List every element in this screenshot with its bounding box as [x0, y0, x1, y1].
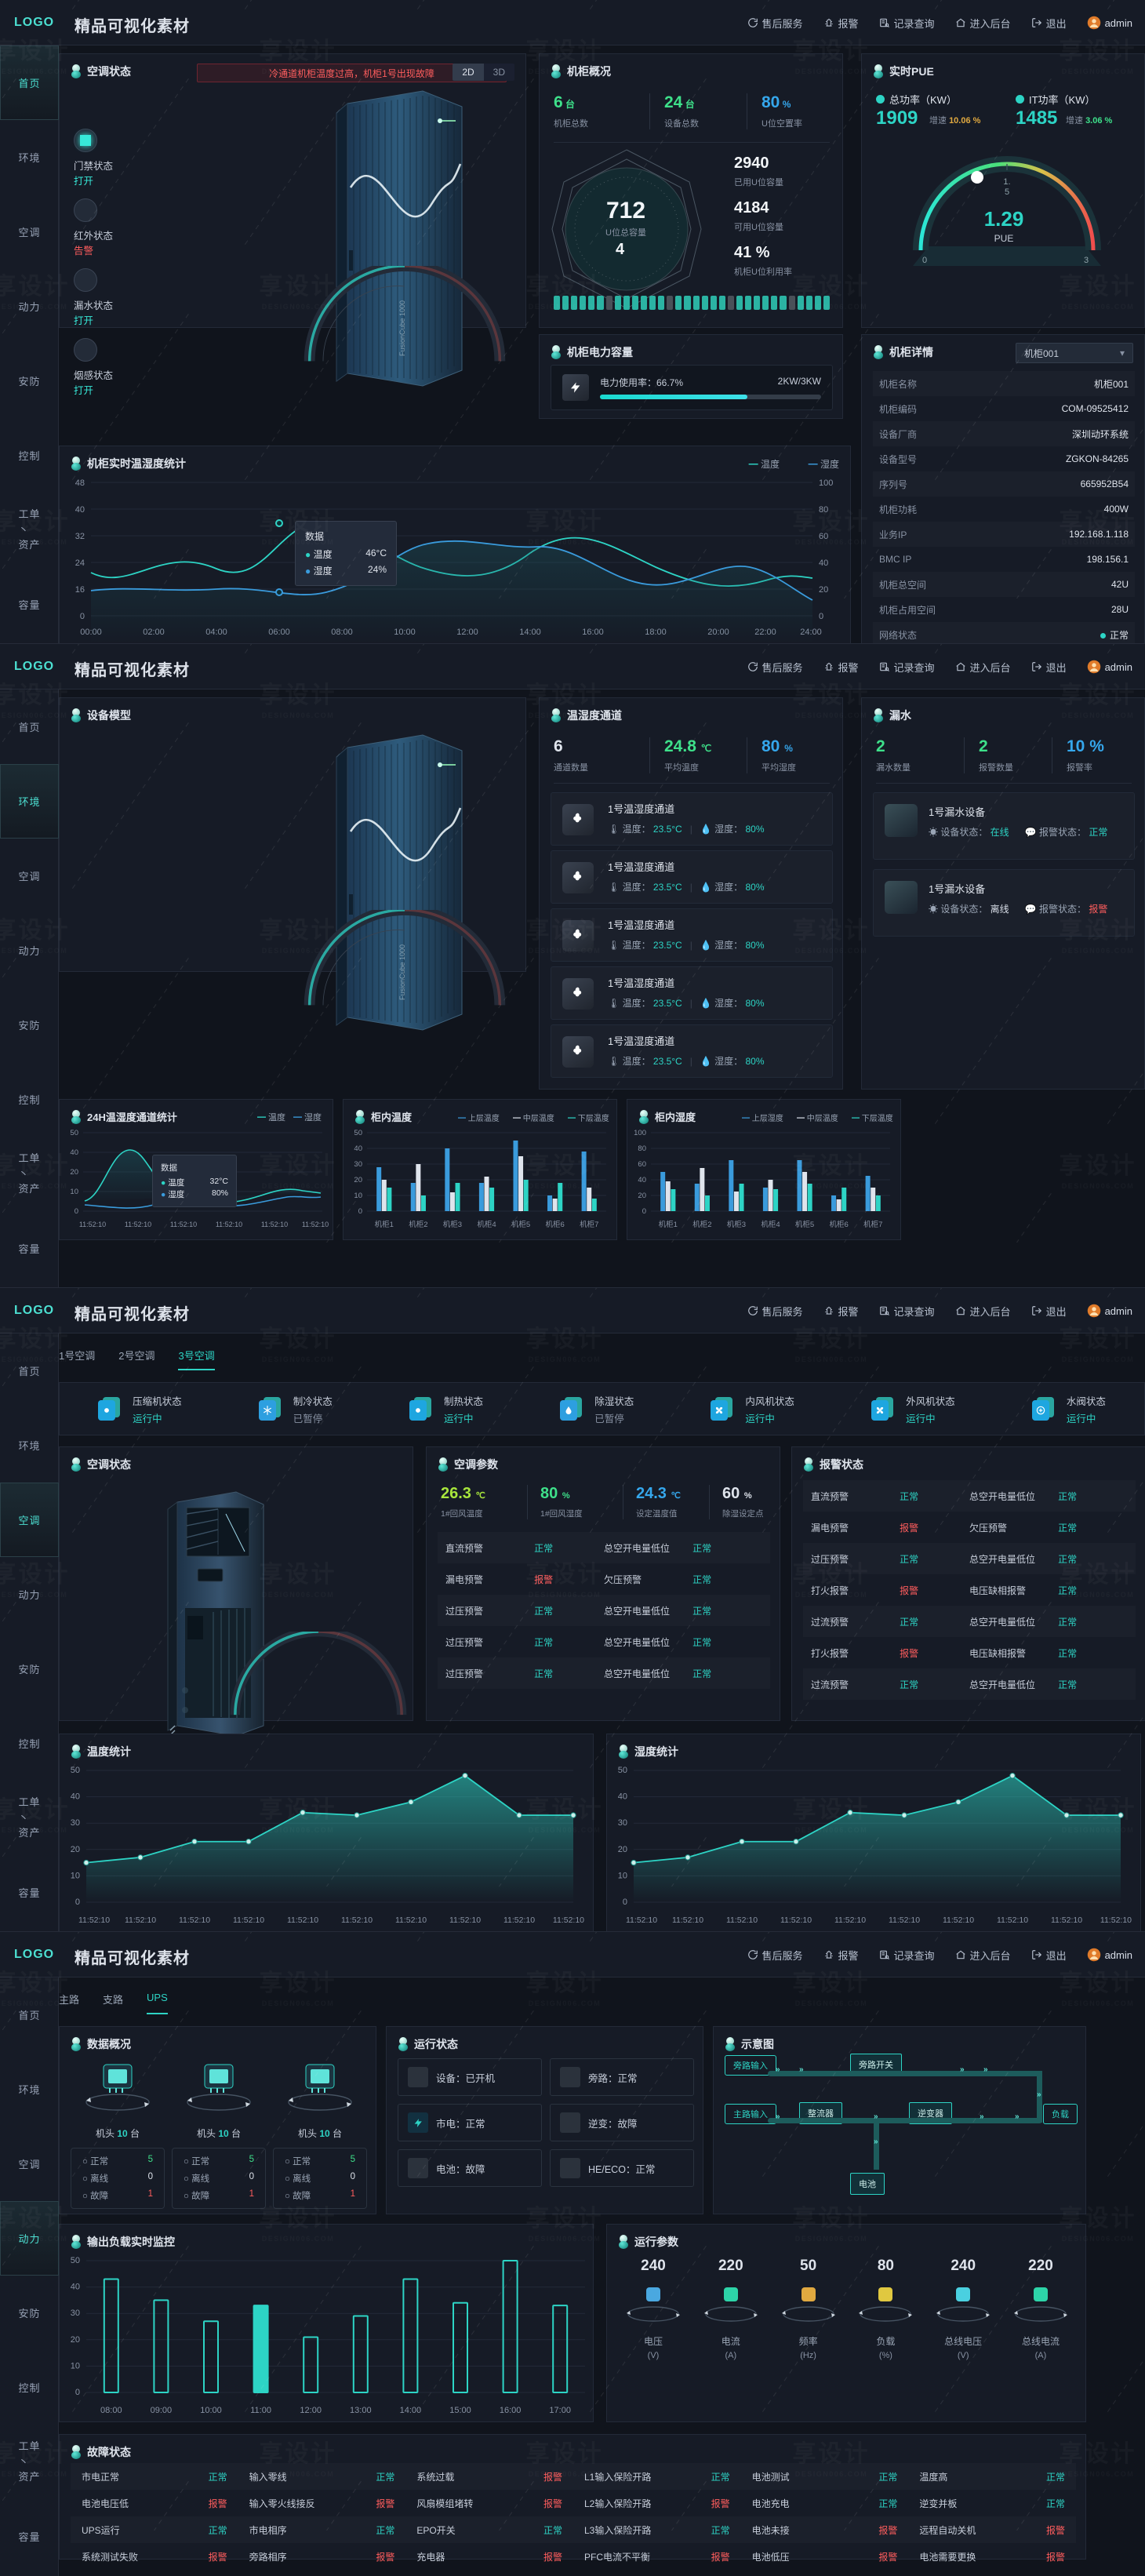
svg-text:40: 40	[75, 505, 85, 515]
svg-text:0: 0	[623, 1897, 627, 1907]
svg-text:20: 20	[819, 585, 828, 595]
svg-text:11:52:10: 11:52:10	[626, 1916, 657, 1925]
svg-text:0: 0	[80, 612, 85, 621]
svg-text:13:00: 13:00	[350, 2406, 372, 2415]
svg-text:17:00: 17:00	[549, 2406, 571, 2415]
svg-text:机柜6: 机柜6	[545, 1220, 564, 1229]
svg-text:48: 48	[75, 478, 85, 488]
svg-text:24: 24	[75, 558, 85, 568]
svg-text:50: 50	[71, 1766, 80, 1775]
svg-text:40: 40	[638, 1176, 646, 1184]
svg-text:16:00: 16:00	[500, 2406, 522, 2415]
svg-text:11:52:10: 11:52:10	[943, 1916, 974, 1925]
svg-text:10: 10	[71, 1871, 80, 1880]
svg-text:20: 20	[70, 1168, 78, 1177]
svg-text:机柜4: 机柜4	[761, 1220, 780, 1229]
svg-text:15:00: 15:00	[449, 2406, 471, 2415]
svg-text:32: 32	[75, 532, 85, 541]
svg-text:09:00: 09:00	[151, 2406, 173, 2415]
svg-text:11:52:10: 11:52:10	[834, 1916, 866, 1925]
svg-text:11:52:10: 11:52:10	[287, 1916, 318, 1925]
svg-text:30: 30	[71, 2309, 80, 2318]
svg-text:11:52:10: 11:52:10	[726, 1916, 758, 1925]
svg-text:10: 10	[354, 1192, 362, 1200]
svg-text:40: 40	[354, 1144, 362, 1153]
svg-text:0: 0	[922, 256, 927, 265]
svg-text:11:52:10: 11:52:10	[125, 1221, 151, 1228]
svg-text:11:52:10: 11:52:10	[78, 1916, 110, 1925]
svg-text:机柜7: 机柜7	[580, 1220, 598, 1229]
svg-text:11:52:10: 11:52:10	[179, 1916, 210, 1925]
svg-text:机柜4: 机柜4	[477, 1220, 496, 1229]
svg-text:20: 20	[71, 2335, 80, 2345]
svg-text:0: 0	[75, 1897, 80, 1907]
svg-text:10: 10	[618, 1871, 627, 1880]
svg-text:40: 40	[70, 1148, 78, 1157]
svg-text:11:52:10: 11:52:10	[553, 1916, 584, 1925]
svg-text:11:52:10: 11:52:10	[672, 1916, 703, 1925]
svg-text:14:00: 14:00	[400, 2406, 422, 2415]
svg-text:机柜3: 机柜3	[443, 1220, 462, 1229]
svg-text:10: 10	[70, 1188, 78, 1196]
svg-text:11:52:10: 11:52:10	[170, 1221, 197, 1228]
svg-text:50: 50	[71, 2256, 80, 2265]
svg-text:0: 0	[75, 2388, 80, 2397]
svg-text:30: 30	[618, 1818, 627, 1828]
svg-text:0: 0	[75, 1207, 78, 1216]
svg-text:11:52:10: 11:52:10	[79, 1221, 106, 1228]
svg-text:40: 40	[618, 1792, 627, 1802]
svg-text:40: 40	[71, 2283, 80, 2292]
svg-text:50: 50	[354, 1129, 362, 1137]
svg-text:80: 80	[638, 1144, 646, 1153]
svg-text:11:52:10: 11:52:10	[503, 1916, 535, 1925]
svg-text:40: 40	[819, 558, 828, 568]
svg-text:11:52:10: 11:52:10	[780, 1916, 812, 1925]
svg-text:11:52:10: 11:52:10	[997, 1916, 1028, 1925]
svg-text:20: 20	[71, 1845, 80, 1854]
svg-text:0: 0	[642, 1207, 646, 1216]
svg-text:60: 60	[638, 1160, 646, 1169]
svg-text:机柜1: 机柜1	[659, 1220, 678, 1229]
svg-text:机柜6: 机柜6	[829, 1220, 848, 1229]
svg-text:11:52:10: 11:52:10	[395, 1916, 427, 1925]
svg-text:50: 50	[70, 1129, 78, 1137]
svg-text:20: 20	[618, 1845, 627, 1854]
svg-text:11:52:10: 11:52:10	[216, 1221, 242, 1228]
svg-text:30: 30	[71, 1818, 80, 1828]
svg-text:机柜3: 机柜3	[727, 1220, 746, 1229]
svg-text:10: 10	[71, 2361, 80, 2370]
svg-text:11:00: 11:00	[250, 2406, 271, 2415]
svg-text:11:52:10: 11:52:10	[341, 1916, 373, 1925]
svg-text:11:52:10: 11:52:10	[1051, 1916, 1082, 1925]
svg-text:机柜2: 机柜2	[692, 1220, 711, 1229]
svg-text:20: 20	[638, 1192, 646, 1200]
svg-text:0: 0	[819, 612, 823, 621]
svg-text:机柜5: 机柜5	[511, 1220, 530, 1229]
svg-text:11:52:10: 11:52:10	[302, 1221, 329, 1228]
svg-text:10:00: 10:00	[200, 2406, 222, 2415]
svg-text:11:52:10: 11:52:10	[449, 1916, 481, 1925]
svg-text:50: 50	[618, 1766, 627, 1775]
svg-text:40: 40	[71, 1792, 80, 1802]
svg-text:100: 100	[634, 1129, 646, 1137]
svg-text:11:52:10: 11:52:10	[1100, 1916, 1132, 1925]
svg-text:机柜5: 机柜5	[795, 1220, 814, 1229]
svg-text:08:00: 08:00	[100, 2406, 122, 2415]
svg-text:11:52:10: 11:52:10	[261, 1221, 288, 1228]
svg-text:12:00: 12:00	[300, 2406, 322, 2415]
svg-text:16: 16	[75, 585, 85, 595]
svg-text:30: 30	[354, 1160, 362, 1169]
svg-text:机柜2: 机柜2	[409, 1220, 427, 1229]
svg-text:60: 60	[819, 532, 828, 541]
svg-text:80: 80	[819, 505, 828, 515]
svg-text:11:52:10: 11:52:10	[889, 1916, 920, 1925]
svg-text:20: 20	[354, 1176, 362, 1184]
svg-text:11:52:10: 11:52:10	[125, 1916, 156, 1925]
svg-text:机柜7: 机柜7	[863, 1220, 882, 1229]
svg-text:100: 100	[819, 478, 833, 488]
svg-text:0: 0	[358, 1207, 362, 1216]
svg-text:3: 3	[1084, 256, 1089, 265]
svg-text:机柜1: 机柜1	[375, 1220, 394, 1229]
svg-text:11:52:10: 11:52:10	[233, 1916, 264, 1925]
